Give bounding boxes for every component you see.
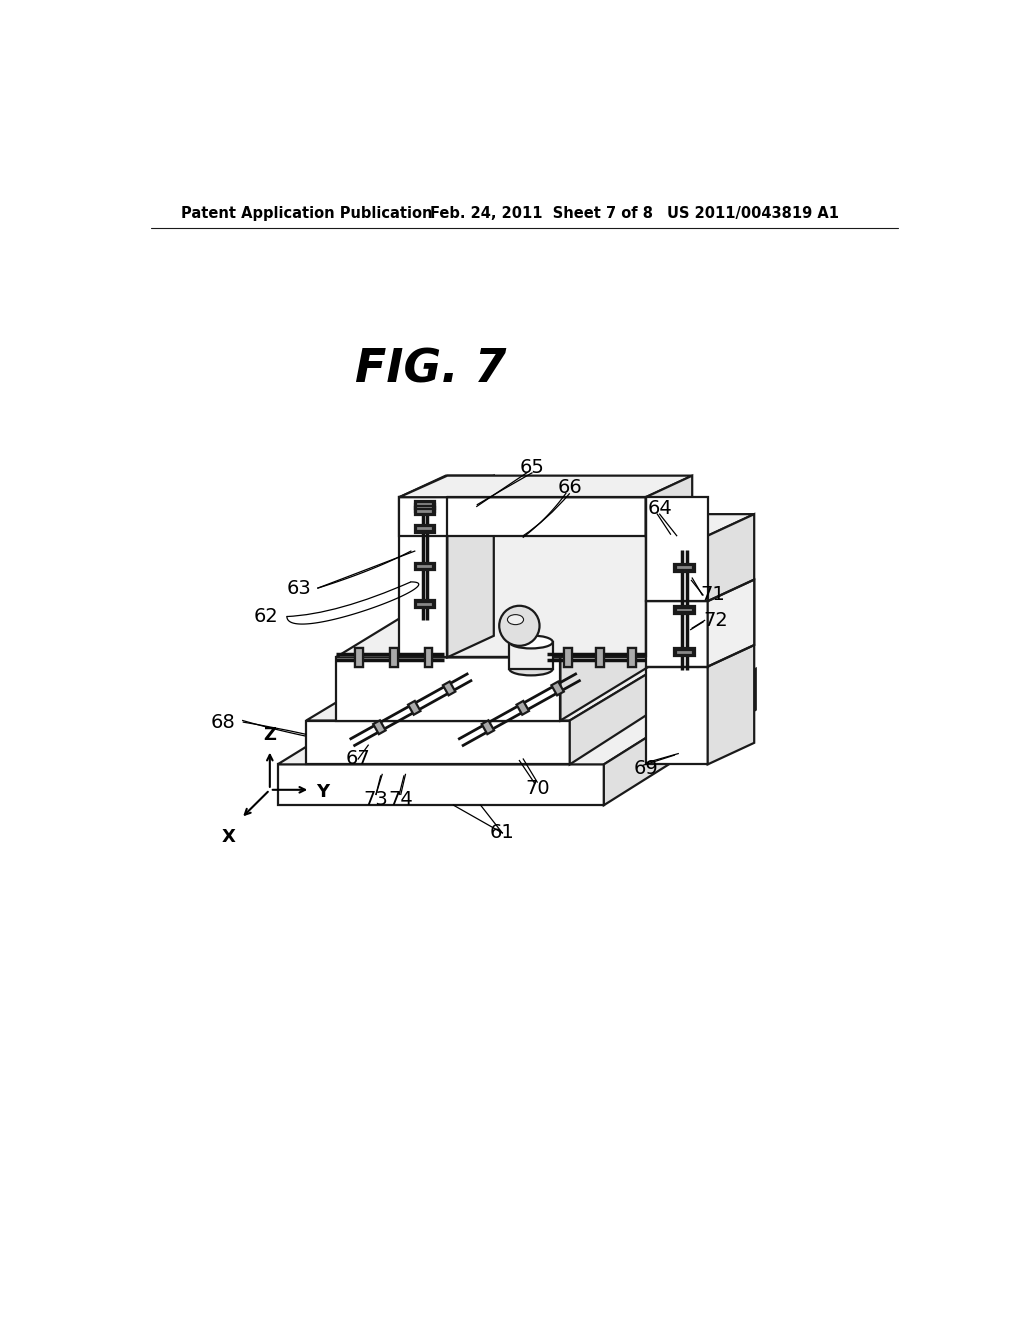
Polygon shape: [676, 649, 693, 655]
Polygon shape: [415, 504, 435, 512]
Polygon shape: [415, 601, 435, 609]
Polygon shape: [447, 475, 494, 657]
Text: 64: 64: [647, 499, 672, 519]
Polygon shape: [415, 562, 435, 570]
Polygon shape: [355, 648, 362, 667]
Text: 73: 73: [364, 791, 388, 809]
Polygon shape: [417, 503, 433, 507]
Polygon shape: [417, 510, 433, 513]
Text: 69: 69: [633, 759, 658, 777]
Polygon shape: [390, 648, 397, 667]
Polygon shape: [399, 475, 494, 498]
Polygon shape: [646, 475, 692, 536]
Polygon shape: [399, 475, 692, 498]
Polygon shape: [516, 701, 529, 714]
Polygon shape: [399, 498, 646, 536]
Polygon shape: [425, 648, 432, 667]
Polygon shape: [415, 507, 435, 515]
Polygon shape: [569, 642, 701, 764]
Polygon shape: [306, 721, 569, 764]
Text: 67: 67: [346, 750, 371, 768]
Polygon shape: [481, 721, 495, 734]
Polygon shape: [443, 681, 456, 696]
Text: Y: Y: [316, 783, 330, 801]
Polygon shape: [415, 500, 435, 508]
Text: 70: 70: [525, 779, 550, 797]
Polygon shape: [675, 648, 694, 656]
Text: 66: 66: [557, 478, 582, 498]
Polygon shape: [551, 681, 564, 696]
Polygon shape: [355, 648, 362, 667]
Polygon shape: [447, 498, 646, 657]
Polygon shape: [628, 648, 636, 667]
Text: Z: Z: [263, 726, 276, 743]
Ellipse shape: [509, 635, 553, 648]
Polygon shape: [560, 591, 669, 721]
Polygon shape: [336, 591, 669, 657]
Polygon shape: [708, 579, 755, 667]
Polygon shape: [373, 721, 386, 734]
Polygon shape: [596, 648, 604, 667]
Text: 62: 62: [254, 607, 279, 626]
Text: Patent Application Publication: Patent Application Publication: [180, 206, 432, 222]
Polygon shape: [675, 564, 694, 572]
Text: 72: 72: [703, 611, 728, 630]
Text: US 2011/0043819 A1: US 2011/0043819 A1: [667, 206, 839, 222]
Polygon shape: [399, 498, 447, 657]
Polygon shape: [336, 657, 560, 721]
Text: 61: 61: [489, 824, 515, 842]
Polygon shape: [278, 669, 756, 764]
Text: FIG. 7: FIG. 7: [354, 347, 506, 392]
Text: 65: 65: [520, 458, 545, 478]
Polygon shape: [646, 601, 708, 667]
Text: 68: 68: [210, 713, 234, 731]
Polygon shape: [628, 648, 636, 667]
Polygon shape: [417, 602, 433, 607]
Polygon shape: [676, 607, 693, 612]
Polygon shape: [408, 701, 421, 714]
Text: 63: 63: [286, 578, 311, 598]
Polygon shape: [675, 606, 694, 614]
Text: 74: 74: [388, 791, 413, 809]
Polygon shape: [596, 648, 604, 667]
Polygon shape: [417, 564, 433, 569]
Polygon shape: [646, 515, 755, 536]
Polygon shape: [564, 648, 572, 667]
Polygon shape: [646, 498, 708, 601]
Polygon shape: [425, 648, 432, 667]
Text: X: X: [222, 829, 236, 846]
Text: Feb. 24, 2011  Sheet 7 of 8: Feb. 24, 2011 Sheet 7 of 8: [430, 206, 653, 222]
Polygon shape: [390, 648, 397, 667]
Ellipse shape: [509, 663, 553, 676]
Circle shape: [500, 606, 540, 645]
Ellipse shape: [508, 615, 523, 624]
Polygon shape: [278, 764, 604, 805]
Polygon shape: [415, 525, 435, 533]
Polygon shape: [676, 565, 693, 570]
Polygon shape: [564, 648, 572, 667]
Polygon shape: [604, 669, 756, 805]
Polygon shape: [306, 642, 701, 721]
Polygon shape: [646, 536, 708, 764]
Polygon shape: [417, 506, 433, 511]
Polygon shape: [417, 527, 433, 531]
Polygon shape: [708, 515, 755, 764]
Polygon shape: [509, 642, 553, 669]
Text: 71: 71: [700, 586, 725, 605]
